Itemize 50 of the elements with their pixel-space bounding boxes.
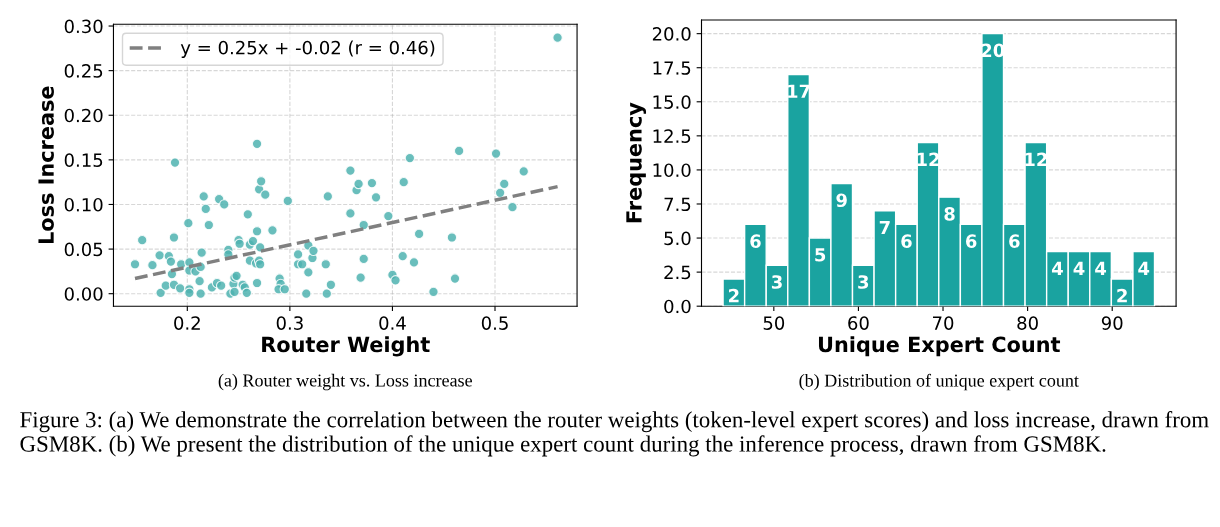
y-tick-label: 12.5 <box>653 129 691 143</box>
data-label: 6 <box>750 234 761 248</box>
y-tick-label: 0.10 <box>64 197 103 212</box>
y-axis-title: Loss Increase <box>38 86 54 244</box>
caption: Figure 3: (a) We demonstrate the correlation between the router weights (token-level expert scores) and loss increase, drawn from GSM8K. (b) We present the distribution of the unique expert count during the inference process, drawn from GSM8K. <box>20 411 1209 457</box>
y-tick-label: 0.00 <box>64 287 103 301</box>
data-label: 3 <box>771 275 782 289</box>
y-tick-label: 20.0 <box>652 27 691 41</box>
x-axis-title: Router Weight <box>262 336 430 357</box>
y-tick-label: 17.5 <box>653 61 691 75</box>
data-label: 4 <box>1073 261 1085 275</box>
y-tick-label: 0.0 <box>664 299 691 314</box>
data-label: 6 <box>965 234 977 248</box>
data-label: 17 <box>788 84 810 98</box>
legend-label: y = 0.25x + -0.02 (r = 0.46) <box>180 40 435 58</box>
y-axis-title: Frequency <box>626 102 647 223</box>
x-tick-label: 80 <box>1017 316 1038 330</box>
x-tick-label: 70 <box>933 316 954 330</box>
y-tick-label: 0.20 <box>64 108 103 123</box>
data-label: 8 <box>944 207 955 221</box>
y-tick-label: 7.5 <box>664 197 691 212</box>
data-label: 2 <box>1117 288 1127 303</box>
data-label: 5 <box>815 248 826 262</box>
y-tick-label: 5.0 <box>664 231 691 246</box>
data-label: 6 <box>1009 234 1020 248</box>
data-label: 9 <box>836 193 847 208</box>
y-tick-label: 0.30 <box>64 19 103 34</box>
x-tick-label: 0.4 <box>379 316 406 330</box>
x-tick-label: 0.2 <box>174 316 200 330</box>
data-label: 4 <box>1051 261 1063 275</box>
y-tick-label: 0.15 <box>64 153 103 167</box>
x-tick-label: 90 <box>1101 316 1123 330</box>
y-tick-label: 0.05 <box>64 242 103 257</box>
text: (a) Router weight vs. Loss increase <box>218 373 472 391</box>
x-tick-label: 50 <box>763 316 785 330</box>
x-tick-label: 0.3 <box>276 316 303 330</box>
data-label: 3 <box>858 275 869 289</box>
x-axis-title: Unique Expert Count <box>818 336 1061 357</box>
y-tick-label: 15.0 <box>653 95 691 109</box>
data-label: 6 <box>901 234 912 248</box>
data-label: 7 <box>879 220 890 235</box>
data-label: 4 <box>1095 261 1107 275</box>
y-tick-label: 2.5 <box>664 265 691 280</box>
data-label: 2 <box>729 288 739 303</box>
x-tick-label: 0.5 <box>481 316 508 330</box>
text: (b) Distribution of unique expert count <box>799 373 1079 391</box>
y-tick-label: 10.0 <box>653 163 691 178</box>
x-tick-label: 60 <box>848 316 869 330</box>
data-label: 4 <box>1138 261 1150 275</box>
y-tick-label: 0.25 <box>64 64 103 78</box>
